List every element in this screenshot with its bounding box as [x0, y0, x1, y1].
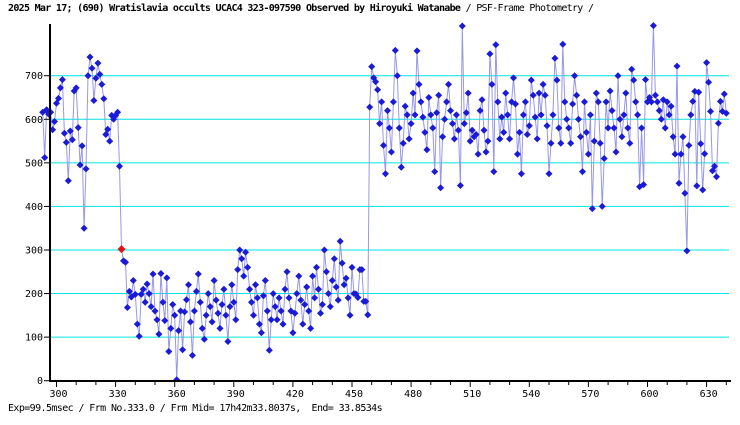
x-tick-label: 330 [109, 389, 127, 400]
x-axis-line [49, 380, 731, 382]
light-curve-line [42, 25, 727, 380]
x-tick-label: 480 [404, 389, 422, 400]
x-tick-label: 450 [345, 389, 363, 400]
x-tick-label: 300 [49, 389, 67, 400]
y-tick-label: 400 [25, 202, 43, 213]
status-bar: Exp=99.5msec / Frm No.333.0 / Frm Mid= 1… [8, 403, 383, 414]
data-point-markers [39, 22, 730, 381]
y-tick-label: 700 [25, 71, 43, 82]
y-tick-label: 600 [25, 115, 43, 126]
x-tick-label: 360 [168, 389, 186, 400]
chart-title-method: / PSF-Frame Photometry / [460, 3, 594, 14]
y-axis-line [49, 24, 51, 382]
y-tick-label: 200 [25, 289, 43, 300]
chart-title: 2025 Mar 17; (690) Wratislavia occults U… [8, 3, 594, 15]
y-tick-label: 300 [25, 245, 43, 256]
y-tick-label: 0 [37, 376, 43, 387]
x-tick-label: 510 [463, 389, 481, 400]
y-tick-label: 500 [25, 158, 43, 169]
y-tick-label: 100 [25, 333, 43, 344]
chart-title-observation: 2025 Mar 17; (690) Wratislavia occults U… [8, 3, 461, 14]
current-frame-marker[interactable] [117, 245, 126, 254]
x-tick-label: 420 [286, 389, 304, 400]
x-tick-label: 570 [581, 389, 599, 400]
x-tick-label: 540 [522, 389, 540, 400]
x-tick-label: 600 [640, 389, 658, 400]
x-tick-label: 630 [700, 389, 718, 400]
light-curve-series [39, 22, 730, 381]
x-tick-label: 390 [227, 389, 245, 400]
